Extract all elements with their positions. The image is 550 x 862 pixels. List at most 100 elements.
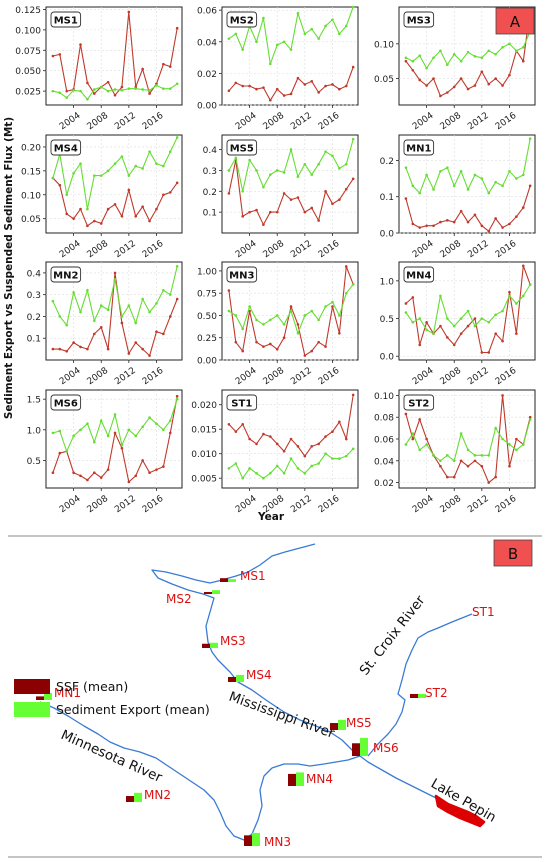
data-point-ssf <box>404 197 408 200</box>
data-point-export <box>404 311 408 314</box>
data-point-export <box>162 87 165 90</box>
data-point-ssf <box>127 480 131 484</box>
subplot-title-badge <box>226 11 258 28</box>
data-point-ssf <box>289 305 293 308</box>
data-point-export <box>501 46 504 49</box>
y-tick-label: 0.20 <box>21 143 41 153</box>
data-point-export <box>310 173 314 176</box>
data-point-export <box>452 324 456 328</box>
data-point-ssf <box>473 459 477 463</box>
data-point-ssf <box>480 70 484 73</box>
export-bar <box>338 719 346 730</box>
data-point-export <box>148 310 151 314</box>
data-point-ssf <box>227 423 231 426</box>
y-tick-label: 0.02 <box>197 70 217 80</box>
data-point-export <box>275 464 279 468</box>
data-point-ssf <box>162 332 165 336</box>
data-point-ssf <box>317 91 320 94</box>
data-point-export <box>317 162 320 166</box>
y-tick-label: 0.10 <box>374 40 394 50</box>
subplot-title: MN3 <box>229 271 254 282</box>
subplot-title: MS5 <box>230 144 254 155</box>
data-point-ssf <box>275 348 279 351</box>
subplot-title: MN4 <box>406 271 431 282</box>
y-tick-label: 0.125 <box>15 6 41 16</box>
export-bar <box>210 642 218 648</box>
x-tick-label: 2008 <box>439 239 464 260</box>
subplot-title: MN2 <box>53 271 78 282</box>
y-tick-label: 0.06 <box>197 7 217 17</box>
data-point-ssf <box>310 79 314 83</box>
station-label: MS3 <box>220 634 246 648</box>
y-tick-label: 0.00 <box>197 102 217 112</box>
x-tick-label: 2012 <box>289 111 313 132</box>
data-point-export <box>99 85 103 89</box>
data-point-ssf <box>351 177 355 181</box>
data-point-export <box>494 426 497 430</box>
ssf-bar <box>352 743 360 756</box>
x-tick-label: 2016 <box>317 239 342 260</box>
data-point-export <box>317 37 320 40</box>
y-tick-label: 0.4 <box>27 269 42 279</box>
data-point-ssf <box>162 193 165 197</box>
data-point-export <box>113 413 117 416</box>
data-point-export <box>127 87 131 90</box>
data-point-export <box>248 158 251 162</box>
data-point-ssf <box>303 210 307 214</box>
y-tick-label: 0.025 <box>15 88 41 98</box>
data-point-export <box>248 305 251 308</box>
data-point-ssf <box>432 224 435 228</box>
data-point-export <box>79 89 82 93</box>
data-point-export <box>234 156 238 160</box>
data-point-ssf <box>494 475 497 479</box>
x-tick-label: 2008 <box>262 239 287 260</box>
data-point-export <box>262 16 265 20</box>
data-point-export <box>501 437 504 441</box>
data-point-export <box>480 177 484 180</box>
data-point-export <box>93 440 96 444</box>
data-point-export <box>494 180 497 184</box>
data-point-ssf <box>446 218 449 222</box>
data-point-ssf <box>466 87 470 91</box>
data-point-export <box>241 476 245 480</box>
subplot-title-badge <box>226 139 258 156</box>
y-tick-label: 0.04 <box>374 457 394 467</box>
data-point-ssf <box>446 475 449 479</box>
data-point-export <box>317 318 320 322</box>
data-point-ssf <box>255 340 258 344</box>
subplot-title-badge <box>403 139 435 156</box>
data-point-export <box>269 173 272 176</box>
station-mn3: MN3 <box>244 832 291 849</box>
data-point-export <box>459 317 463 320</box>
data-point-export <box>269 472 272 475</box>
x-tick-label: 2008 <box>262 111 287 132</box>
x-tick-label: 2008 <box>86 239 111 260</box>
data-point-export <box>439 49 442 53</box>
data-point-ssf <box>269 98 272 102</box>
data-point-export <box>58 429 62 433</box>
data-point-ssf <box>275 87 279 91</box>
data-point-ssf <box>175 26 179 30</box>
data-point-ssf <box>425 224 428 228</box>
data-point-ssf <box>227 192 231 195</box>
data-point-export <box>234 314 238 317</box>
data-point-export <box>515 177 518 180</box>
data-point-export <box>452 184 456 188</box>
y-tick-label: 0.1 <box>380 193 394 203</box>
subplot-title: ST2 <box>408 399 429 410</box>
data-point-export <box>446 166 449 169</box>
data-point-export <box>65 96 69 99</box>
data-point-ssf <box>113 431 117 435</box>
data-point-ssf <box>86 478 89 482</box>
data-point-export <box>155 162 158 165</box>
data-point-export <box>344 162 348 166</box>
data-point-export <box>141 167 144 170</box>
data-point-export <box>351 137 355 141</box>
data-point-ssf <box>106 468 110 471</box>
data-point-export <box>113 278 117 281</box>
data-point-ssf <box>248 437 251 441</box>
st-croix-river-label: St. Croix River <box>357 592 429 678</box>
data-point-export <box>113 88 117 91</box>
data-point-ssf <box>487 481 491 484</box>
